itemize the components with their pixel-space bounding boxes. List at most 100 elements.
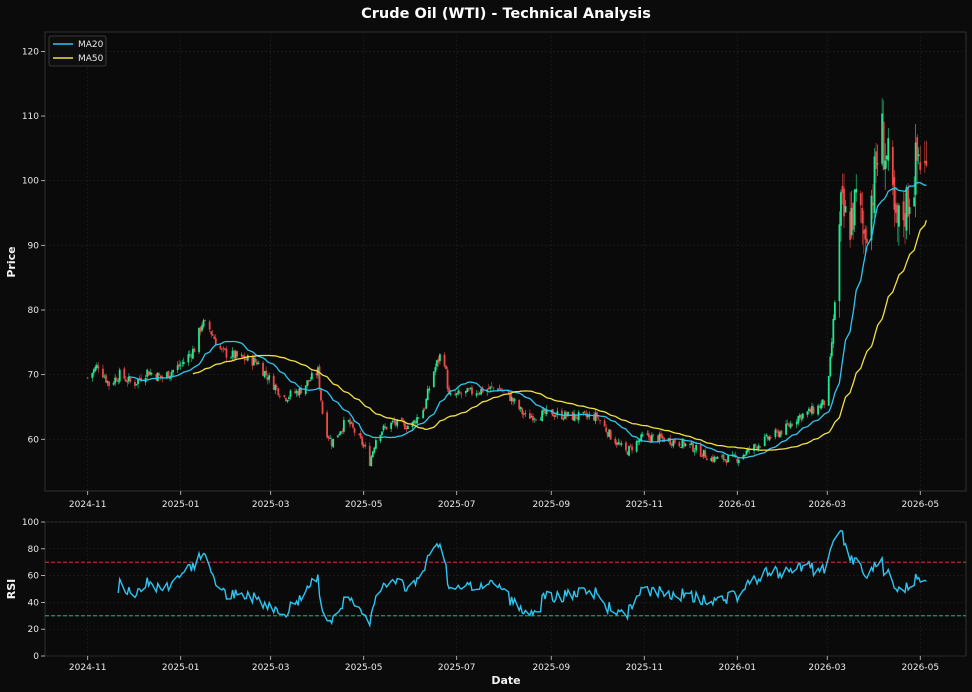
candle-body [747, 448, 749, 452]
rsi-x-tick-label: 2026-03 [808, 663, 846, 673]
candle-body [875, 151, 877, 169]
candle-body [777, 431, 780, 437]
candle-body [725, 460, 728, 463]
candle-body [702, 449, 705, 457]
candle-body [454, 394, 457, 396]
rsi-x-tick-label: 2025-07 [438, 663, 476, 673]
candle-body [416, 417, 418, 424]
candle-body [638, 440, 641, 442]
price-y-tick-label: 80 [28, 306, 40, 316]
candle-body [342, 420, 345, 432]
legend[interactable]: MA20 MA50 [48, 35, 107, 67]
candle-body [117, 380, 120, 382]
candle-body [583, 411, 586, 413]
candle-body [887, 138, 890, 161]
candle-body [699, 445, 702, 457]
candle-body [821, 399, 824, 405]
candle-body [798, 415, 801, 418]
candle-body [774, 429, 777, 438]
candle-body [492, 387, 495, 389]
candle-body [359, 433, 362, 438]
candle-body [721, 455, 723, 457]
candle-body [646, 433, 649, 435]
candle-body [870, 195, 873, 241]
candle-body [102, 368, 104, 378]
candle-body [210, 331, 213, 335]
candle-body [425, 398, 428, 409]
candle-body [105, 375, 107, 383]
candle-body [188, 354, 191, 355]
candle-body [766, 435, 769, 440]
candle-body [830, 342, 833, 357]
candle-body [358, 434, 361, 435]
candle-body [167, 371, 170, 379]
candle-body [513, 399, 516, 401]
candle-body [657, 435, 659, 442]
candle-body [689, 443, 691, 445]
candle-body [426, 389, 429, 401]
candle-body [327, 436, 330, 439]
candle-body [265, 370, 268, 376]
price-y-tick-label: 120 [22, 47, 39, 57]
candle-body [294, 391, 296, 394]
candle-body [310, 372, 313, 380]
candle-body [457, 390, 460, 394]
candle-body [690, 442, 693, 445]
candle-body [817, 405, 819, 415]
candle-body [917, 154, 920, 157]
candle-body [422, 410, 425, 419]
candle-body [542, 409, 545, 412]
candle-body [350, 422, 353, 424]
candle-body [129, 378, 132, 382]
candle-body [353, 428, 356, 433]
price-x-tick-label: 2025-07 [438, 500, 476, 510]
price-panel [44, 31, 967, 492]
candle-body [923, 161, 926, 163]
candle-body [231, 350, 234, 358]
candle-body [785, 423, 787, 435]
candle-body [251, 355, 254, 366]
candle-body [914, 142, 917, 195]
candle-body [318, 366, 321, 389]
candle-body [530, 416, 533, 418]
candle-body [556, 411, 559, 415]
candle-body [722, 454, 725, 460]
price-y-tick-label: 70 [28, 371, 40, 381]
candle-body [660, 433, 662, 438]
candle-body [295, 390, 298, 394]
candle-body [544, 408, 547, 414]
candle-body [275, 386, 278, 388]
candle-body [381, 431, 383, 435]
rsi-x-tick-label: 2024-11 [69, 663, 107, 673]
candle-body [123, 368, 126, 379]
candle-body [166, 372, 168, 378]
candle-body [91, 372, 94, 378]
price-y-tick-label: 100 [22, 177, 39, 187]
candle-body [599, 420, 601, 422]
candle-body [384, 426, 386, 428]
candle-body [181, 362, 184, 364]
candle-body [496, 388, 499, 391]
candle-body [745, 450, 748, 455]
candle-body [894, 203, 897, 213]
candle-body [243, 356, 246, 361]
candle-body [649, 436, 652, 441]
candle-body [808, 408, 810, 412]
candle-body [586, 415, 589, 418]
candle-body [673, 439, 676, 444]
candle-body [603, 420, 606, 427]
candle-body [881, 113, 884, 164]
candle-body [658, 433, 661, 442]
candle-body [114, 377, 117, 384]
candle-body [597, 418, 600, 420]
candle-body [86, 377, 89, 379]
price-x-tick-label: 2025-03 [252, 500, 290, 510]
candle-body [137, 379, 139, 385]
candle-body [225, 348, 228, 358]
candle-body [916, 137, 919, 161]
rsi-y-tick-label: 60 [28, 572, 40, 582]
candle-body [768, 436, 771, 441]
candle-body [435, 360, 438, 367]
candle-body [94, 366, 97, 371]
candle-body [253, 357, 255, 366]
